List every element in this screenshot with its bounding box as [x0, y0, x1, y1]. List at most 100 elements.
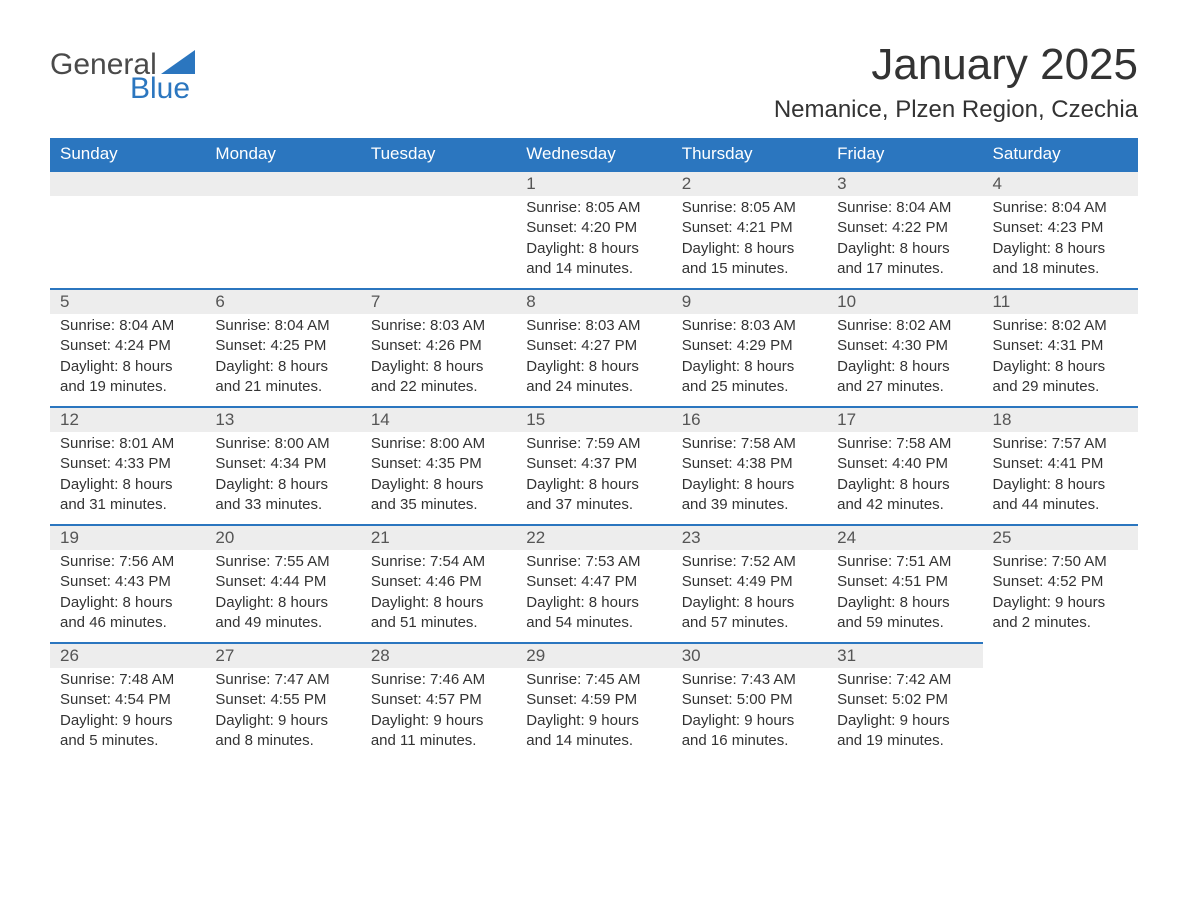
- calendar-week-row: 12Sunrise: 8:01 AMSunset: 4:33 PMDayligh…: [50, 406, 1138, 524]
- day-line-sr: Sunrise: 7:50 AM: [993, 552, 1128, 572]
- day-number: 31: [827, 642, 982, 668]
- day-number: 16: [672, 406, 827, 432]
- day-line-d1: Daylight: 8 hours: [60, 357, 195, 377]
- day-number: 21: [361, 524, 516, 550]
- day-line-ss: Sunset: 5:00 PM: [682, 690, 817, 710]
- day-line-d1: Daylight: 8 hours: [371, 593, 506, 613]
- day-line-d1: Daylight: 8 hours: [993, 475, 1128, 495]
- day-details: Sunrise: 7:55 AMSunset: 4:44 PMDaylight:…: [205, 550, 360, 639]
- weekday-header: Wednesday: [516, 138, 671, 170]
- calendar-day-cell: 28Sunrise: 7:46 AMSunset: 4:57 PMDayligh…: [361, 642, 516, 760]
- day-line-ss: Sunset: 4:37 PM: [526, 454, 661, 474]
- day-line-sr: Sunrise: 7:51 AM: [837, 552, 972, 572]
- day-details: Sunrise: 7:46 AMSunset: 4:57 PMDaylight:…: [361, 668, 516, 757]
- day-line-ss: Sunset: 4:38 PM: [682, 454, 817, 474]
- day-line-ss: Sunset: 4:25 PM: [215, 336, 350, 356]
- day-line-sr: Sunrise: 7:53 AM: [526, 552, 661, 572]
- day-line-d1: Daylight: 8 hours: [526, 593, 661, 613]
- day-details: Sunrise: 8:05 AMSunset: 4:20 PMDaylight:…: [516, 196, 671, 285]
- day-line-d1: Daylight: 9 hours: [526, 711, 661, 731]
- day-line-sr: Sunrise: 7:56 AM: [60, 552, 195, 572]
- calendar-day-cell: 20Sunrise: 7:55 AMSunset: 4:44 PMDayligh…: [205, 524, 360, 642]
- calendar-day-cell: 21Sunrise: 7:54 AMSunset: 4:46 PMDayligh…: [361, 524, 516, 642]
- day-number: 20: [205, 524, 360, 550]
- day-number: 6: [205, 288, 360, 314]
- day-line-d2: and 37 minutes.: [526, 495, 661, 515]
- calendar-day-cell: 7Sunrise: 8:03 AMSunset: 4:26 PMDaylight…: [361, 288, 516, 406]
- day-details: Sunrise: 7:48 AMSunset: 4:54 PMDaylight:…: [50, 668, 205, 757]
- day-line-d1: Daylight: 9 hours: [682, 711, 817, 731]
- day-details: Sunrise: 7:59 AMSunset: 4:37 PMDaylight:…: [516, 432, 671, 521]
- day-line-sr: Sunrise: 8:05 AM: [682, 198, 817, 218]
- calendar-day-cell: 3Sunrise: 8:04 AMSunset: 4:22 PMDaylight…: [827, 170, 982, 288]
- day-line-d2: and 5 minutes.: [60, 731, 195, 751]
- calendar-day-cell: 16Sunrise: 7:58 AMSunset: 4:38 PMDayligh…: [672, 406, 827, 524]
- day-details: Sunrise: 8:00 AMSunset: 4:34 PMDaylight:…: [205, 432, 360, 521]
- day-number: 10: [827, 288, 982, 314]
- day-line-ss: Sunset: 4:49 PM: [682, 572, 817, 592]
- day-line-ss: Sunset: 4:41 PM: [993, 454, 1128, 474]
- title-block: January 2025 Nemanice, Plzen Region, Cze…: [774, 40, 1138, 124]
- calendar-day-cell: 8Sunrise: 8:03 AMSunset: 4:27 PMDaylight…: [516, 288, 671, 406]
- day-line-ss: Sunset: 4:27 PM: [526, 336, 661, 356]
- day-line-sr: Sunrise: 8:02 AM: [993, 316, 1128, 336]
- day-line-sr: Sunrise: 7:45 AM: [526, 670, 661, 690]
- day-line-d2: and 14 minutes.: [526, 259, 661, 279]
- weekday-header-row: SundayMondayTuesdayWednesdayThursdayFrid…: [50, 138, 1138, 170]
- calendar-table: SundayMondayTuesdayWednesdayThursdayFrid…: [50, 138, 1138, 760]
- day-line-sr: Sunrise: 7:55 AM: [215, 552, 350, 572]
- day-line-sr: Sunrise: 7:58 AM: [837, 434, 972, 454]
- day-details: Sunrise: 8:04 AMSunset: 4:25 PMDaylight:…: [205, 314, 360, 403]
- day-line-d2: and 42 minutes.: [837, 495, 972, 515]
- day-line-d1: Daylight: 8 hours: [215, 593, 350, 613]
- calendar-empty-cell: [983, 642, 1138, 760]
- calendar-day-cell: 11Sunrise: 8:02 AMSunset: 4:31 PMDayligh…: [983, 288, 1138, 406]
- day-line-sr: Sunrise: 8:03 AM: [371, 316, 506, 336]
- day-line-d1: Daylight: 8 hours: [215, 357, 350, 377]
- calendar-week-row: 1Sunrise: 8:05 AMSunset: 4:20 PMDaylight…: [50, 170, 1138, 288]
- day-line-d2: and 39 minutes.: [682, 495, 817, 515]
- calendar-empty-cell: [50, 170, 205, 288]
- day-number: 14: [361, 406, 516, 432]
- day-line-sr: Sunrise: 8:04 AM: [837, 198, 972, 218]
- day-line-ss: Sunset: 4:21 PM: [682, 218, 817, 238]
- day-line-sr: Sunrise: 8:04 AM: [993, 198, 1128, 218]
- day-details: Sunrise: 8:00 AMSunset: 4:35 PMDaylight:…: [361, 432, 516, 521]
- calendar-day-cell: 30Sunrise: 7:43 AMSunset: 5:00 PMDayligh…: [672, 642, 827, 760]
- calendar-day-cell: 24Sunrise: 7:51 AMSunset: 4:51 PMDayligh…: [827, 524, 982, 642]
- calendar-day-cell: 27Sunrise: 7:47 AMSunset: 4:55 PMDayligh…: [205, 642, 360, 760]
- calendar-day-cell: 29Sunrise: 7:45 AMSunset: 4:59 PMDayligh…: [516, 642, 671, 760]
- day-line-d2: and 22 minutes.: [371, 377, 506, 397]
- calendar-day-cell: 1Sunrise: 8:05 AMSunset: 4:20 PMDaylight…: [516, 170, 671, 288]
- day-details: Sunrise: 8:03 AMSunset: 4:26 PMDaylight:…: [361, 314, 516, 403]
- day-line-d1: Daylight: 8 hours: [837, 357, 972, 377]
- day-line-d1: Daylight: 8 hours: [526, 475, 661, 495]
- day-details: Sunrise: 7:54 AMSunset: 4:46 PMDaylight:…: [361, 550, 516, 639]
- calendar-empty-cell: [361, 170, 516, 288]
- weekday-header: Saturday: [983, 138, 1138, 170]
- day-number: 1: [516, 170, 671, 196]
- day-line-d1: Daylight: 8 hours: [371, 475, 506, 495]
- logo: General Blue: [50, 40, 195, 106]
- day-line-d1: Daylight: 9 hours: [993, 593, 1128, 613]
- day-line-d2: and 51 minutes.: [371, 613, 506, 633]
- calendar-day-cell: 2Sunrise: 8:05 AMSunset: 4:21 PMDaylight…: [672, 170, 827, 288]
- calendar-day-cell: 15Sunrise: 7:59 AMSunset: 4:37 PMDayligh…: [516, 406, 671, 524]
- day-line-d1: Daylight: 8 hours: [993, 357, 1128, 377]
- calendar-day-cell: 6Sunrise: 8:04 AMSunset: 4:25 PMDaylight…: [205, 288, 360, 406]
- day-line-ss: Sunset: 4:22 PM: [837, 218, 972, 238]
- day-line-sr: Sunrise: 8:00 AM: [371, 434, 506, 454]
- day-number: 2: [672, 170, 827, 196]
- day-line-sr: Sunrise: 7:54 AM: [371, 552, 506, 572]
- day-line-d1: Daylight: 8 hours: [682, 357, 817, 377]
- day-line-d2: and 14 minutes.: [526, 731, 661, 751]
- day-line-sr: Sunrise: 7:57 AM: [993, 434, 1128, 454]
- day-details: Sunrise: 7:43 AMSunset: 5:00 PMDaylight:…: [672, 668, 827, 757]
- day-line-d2: and 54 minutes.: [526, 613, 661, 633]
- calendar-day-cell: 26Sunrise: 7:48 AMSunset: 4:54 PMDayligh…: [50, 642, 205, 760]
- weekday-header: Monday: [205, 138, 360, 170]
- day-line-sr: Sunrise: 8:02 AM: [837, 316, 972, 336]
- day-line-d2: and 15 minutes.: [682, 259, 817, 279]
- day-line-ss: Sunset: 4:26 PM: [371, 336, 506, 356]
- day-number: 23: [672, 524, 827, 550]
